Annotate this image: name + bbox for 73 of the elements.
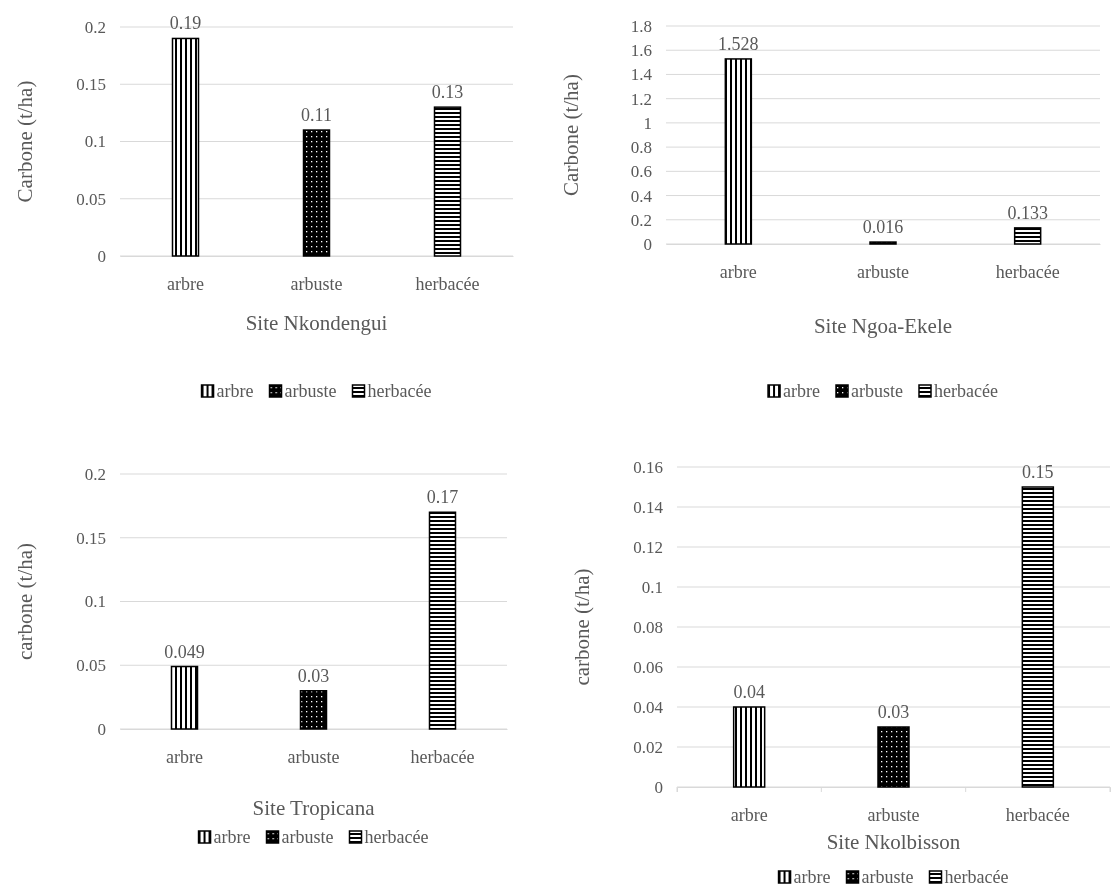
y-tick-label: 0 bbox=[643, 234, 652, 254]
y-axis-title: carbone (t/ha) bbox=[13, 542, 37, 661]
x-tick-label: arbre bbox=[719, 261, 757, 282]
y-tick-label: 0.05 bbox=[76, 656, 106, 676]
x-axis-title: Site Nkolbisson bbox=[826, 830, 961, 854]
y-tick-label: 0.1 bbox=[641, 577, 663, 597]
y-tick-label: 0.1 bbox=[84, 592, 106, 612]
data-label: 0.04 bbox=[733, 682, 765, 702]
x-axis-title: Site Ngoa-Ekele bbox=[813, 314, 953, 338]
y-tick-label: 1.6 bbox=[630, 41, 652, 61]
data-label: 0.016 bbox=[862, 217, 904, 238]
y-tick-label: 0.2 bbox=[84, 17, 106, 37]
y-axis-title: Carbone (t/ha) bbox=[559, 74, 583, 196]
legend-label: arbuste bbox=[281, 827, 334, 847]
legend-label: herbacée bbox=[367, 381, 432, 401]
y-axis-title: Carbone (t/ha) bbox=[13, 80, 37, 203]
data-label: 0.17 bbox=[426, 487, 459, 508]
data-label: 0.13 bbox=[431, 82, 464, 103]
y-tick-label: 0.08 bbox=[633, 617, 663, 637]
legend-label: arbre bbox=[216, 381, 254, 401]
y-tick-label: 0.2 bbox=[630, 210, 652, 230]
y-tick-label: 1 bbox=[643, 113, 652, 133]
y-tick-label: 1.8 bbox=[630, 16, 652, 36]
legend-label: arbuste bbox=[861, 867, 914, 887]
y-tick-label: 0.15 bbox=[76, 528, 106, 548]
y-tick-label: 0.12 bbox=[633, 537, 663, 557]
legend-label: arbuste bbox=[851, 381, 903, 401]
x-tick-label: arbuste bbox=[290, 273, 343, 294]
x-tick-label: herbacée bbox=[995, 261, 1060, 282]
y-tick-label: 0.14 bbox=[633, 497, 664, 517]
y-tick-label: 0.04 bbox=[633, 697, 664, 717]
y-tick-label: 0 bbox=[97, 719, 106, 739]
x-tick-label: arbre bbox=[730, 804, 768, 825]
y-tick-label: 0.06 bbox=[633, 657, 663, 677]
x-tick-label: herbacée bbox=[415, 273, 480, 294]
y-tick-label: 0.6 bbox=[630, 162, 652, 182]
y-tick-label: 0.02 bbox=[633, 737, 663, 757]
data-label: 1.528 bbox=[718, 33, 759, 54]
y-tick-label: 0.4 bbox=[630, 186, 653, 206]
x-tick-label: herbacée bbox=[1005, 804, 1070, 825]
legend-label: arbre bbox=[793, 867, 831, 887]
y-tick-label: 0.8 bbox=[630, 138, 652, 158]
legend-label: arbre bbox=[213, 827, 251, 847]
legend-label: arbuste bbox=[284, 381, 337, 401]
y-tick-label: 0.2 bbox=[84, 464, 106, 484]
data-label: 0.049 bbox=[164, 641, 205, 662]
y-tick-label: 0 bbox=[97, 246, 106, 266]
data-label: 0.11 bbox=[301, 105, 332, 126]
y-tick-label: 0.15 bbox=[76, 75, 106, 95]
legend-label: herbacée bbox=[944, 867, 1009, 887]
legend-label: herbacée bbox=[934, 381, 998, 401]
y-tick-label: 0.05 bbox=[76, 189, 106, 209]
y-tick-label: 0.16 bbox=[633, 457, 663, 477]
data-label: 0.03 bbox=[297, 665, 330, 686]
x-tick-label: arbuste bbox=[867, 804, 920, 825]
y-tick-label: 0 bbox=[654, 777, 663, 797]
x-axis-title: Site Tropicana bbox=[252, 796, 376, 820]
x-tick-label: arbuste bbox=[287, 746, 340, 767]
y-axis-title: carbone (t/ha) bbox=[570, 568, 594, 686]
x-axis-title: Site Nkondengui bbox=[245, 311, 388, 335]
data-label: 0.15 bbox=[1022, 462, 1054, 482]
data-label: 0.19 bbox=[169, 13, 202, 34]
x-tick-label: arbuste bbox=[857, 261, 909, 282]
x-tick-label: arbre bbox=[166, 746, 203, 767]
x-tick-label: herbacée bbox=[410, 746, 475, 767]
legend-label: herbacée bbox=[364, 827, 429, 847]
data-label: 0.133 bbox=[1007, 202, 1048, 223]
y-tick-label: 1.4 bbox=[630, 65, 653, 85]
y-tick-label: 1.2 bbox=[630, 89, 652, 109]
legend-label: arbre bbox=[783, 381, 821, 401]
data-label: 0.03 bbox=[877, 702, 910, 722]
x-tick-label: arbre bbox=[167, 273, 204, 294]
y-tick-label: 0.1 bbox=[84, 132, 106, 152]
